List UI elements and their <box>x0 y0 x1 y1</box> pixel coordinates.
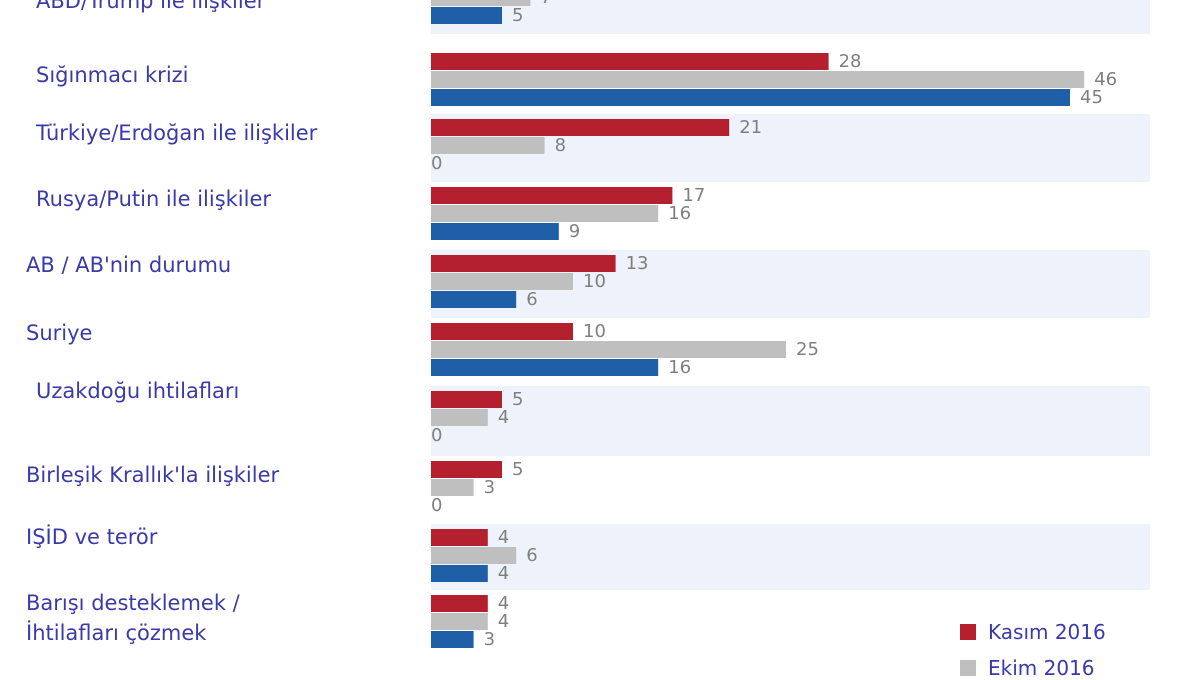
category-label: Birleşik Krallık'la ilişkiler <box>26 460 279 490</box>
bar-ekim-8 <box>431 547 517 564</box>
bar-series3-8 <box>431 565 488 582</box>
bar-series3-4 <box>431 291 517 308</box>
category-label: IŞİD ve terör <box>26 522 157 552</box>
category-label: Rusya/Putin ile ilişkiler <box>36 184 271 214</box>
category-label-line: Suriye <box>26 321 93 345</box>
category-label-line: AB / AB'nin durumu <box>26 253 232 277</box>
category-label: Türkiye/Erdoğan ile ilişkiler <box>36 118 317 148</box>
bar-series3-1 <box>431 89 1070 106</box>
value-label: 4 <box>498 407 509 428</box>
bar-kasim-9 <box>431 595 488 612</box>
row-band <box>431 524 1150 590</box>
value-label: 28 <box>839 51 862 72</box>
bar-kasim-5 <box>431 323 573 340</box>
category-label-line: Barışı desteklemek / <box>26 591 240 615</box>
bar-ekim-3 <box>431 205 659 222</box>
bar-ekim-5 <box>431 341 786 358</box>
value-label: 4 <box>498 527 509 548</box>
value-label: 17 <box>682 185 705 206</box>
value-label: 6 <box>526 545 537 566</box>
value-label: 16 <box>668 203 691 224</box>
category-label-line: ABD/Trump ile ilişkiler <box>36 0 266 13</box>
value-label: 21 <box>739 117 762 138</box>
category-label: Uzakdoğu ihtilafları <box>36 376 239 406</box>
category-label: Sığınmacı krizi <box>36 60 189 90</box>
category-label-line: Birleşik Krallık'la ilişkiler <box>26 463 280 487</box>
value-label: 25 <box>796 339 819 360</box>
bar-kasim-8 <box>431 529 488 546</box>
value-label: 10 <box>583 271 606 292</box>
value-label: 5 <box>512 459 523 480</box>
value-label: 10 <box>583 321 606 342</box>
category-label-line: Türkiye/Erdoğan ile ilişkiler <box>36 121 318 145</box>
category-label-line: Rusya/Putin ile ilişkiler <box>36 187 272 211</box>
value-label: 45 <box>1080 87 1103 108</box>
value-label: 4 <box>498 611 509 632</box>
legend-label: Ekim 2016 <box>988 656 1095 680</box>
bar-series3-0 <box>431 7 502 24</box>
category-label: ABD/Trump ile ilişkiler <box>36 0 265 16</box>
bar-ekim-2 <box>431 137 545 154</box>
category-label-line: İhtilafları çözmek <box>26 621 207 645</box>
bar-ekim-1 <box>431 71 1085 88</box>
bar-kasim-4 <box>431 255 616 272</box>
value-label: 46 <box>1094 69 1117 90</box>
category-label: Suriye <box>26 318 92 348</box>
value-label: 0 <box>431 425 442 446</box>
value-label: 0 <box>431 153 442 174</box>
bar-series3-3 <box>431 223 559 240</box>
value-label: 5 <box>512 389 523 410</box>
bar-ekim-6 <box>431 409 488 426</box>
value-label: 5 <box>512 5 523 26</box>
bar-ekim-4 <box>431 273 573 290</box>
legend-item: Ekim 2016 <box>960 656 1095 680</box>
legend-swatch <box>960 660 976 676</box>
bar-series3-5 <box>431 359 659 376</box>
category-label-line: Sığınmacı krizi <box>36 63 189 87</box>
row-band <box>431 386 1150 456</box>
value-label: 7 <box>540 0 551 8</box>
value-label: 13 <box>626 253 649 274</box>
bar-ekim-0 <box>431 0 531 6</box>
category-label-line: Uzakdoğu ihtilafları <box>36 379 240 403</box>
category-label: AB / AB'nin durumu <box>26 250 231 280</box>
legend-swatch <box>960 624 976 640</box>
bar-kasim-3 <box>431 187 673 204</box>
bar-series3-9 <box>431 631 474 648</box>
category-label: Barışı desteklemek / İhtilafları çözmek <box>26 588 240 648</box>
bar-kasim-2 <box>431 119 730 136</box>
category-label-line: IŞİD ve terör <box>26 525 158 549</box>
bar-ekim-9 <box>431 613 488 630</box>
legend-item: Kasım 2016 <box>960 620 1106 644</box>
value-label: 9 <box>569 221 580 242</box>
value-label: 3 <box>484 477 495 498</box>
value-label: 3 <box>484 629 495 650</box>
bar-kasim-7 <box>431 461 502 478</box>
value-label: 4 <box>498 563 509 584</box>
value-label: 16 <box>668 357 691 378</box>
bar-kasim-1 <box>431 53 829 70</box>
bar-ekim-7 <box>431 479 474 496</box>
legend-label: Kasım 2016 <box>988 620 1106 644</box>
value-label: 6 <box>526 289 537 310</box>
bar-kasim-6 <box>431 391 502 408</box>
row-band <box>431 0 1150 34</box>
value-label: 4 <box>498 593 509 614</box>
value-label: 0 <box>431 495 442 516</box>
value-label: 8 <box>555 135 566 156</box>
